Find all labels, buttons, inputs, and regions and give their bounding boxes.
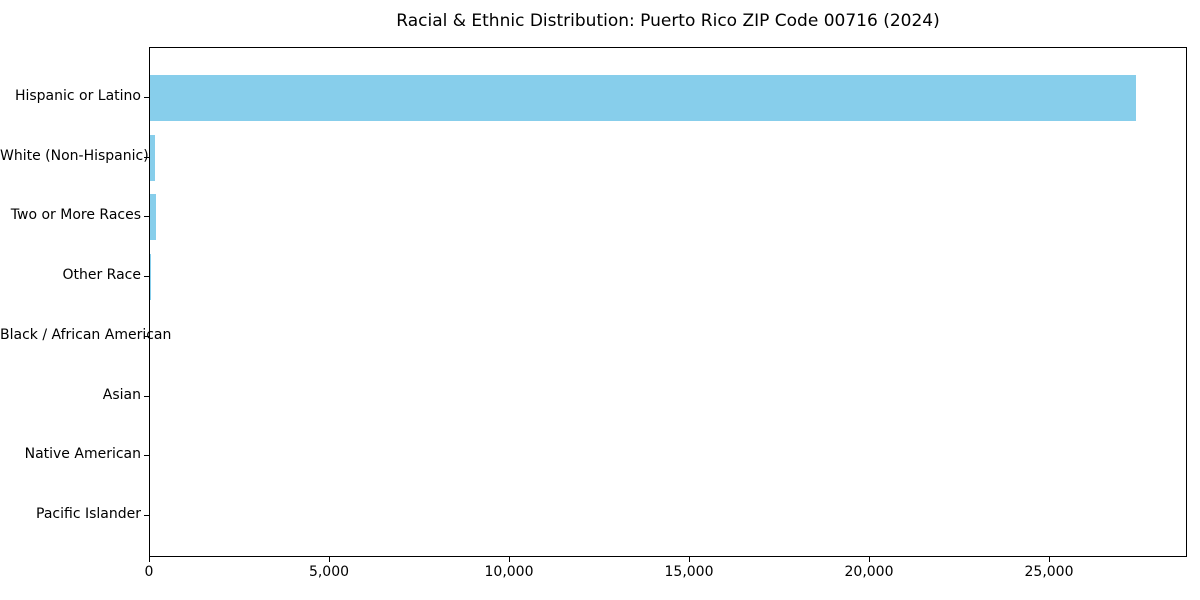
x-tick-label: 25,000 xyxy=(1024,564,1074,580)
x-tick-mark xyxy=(148,557,150,562)
y-tick-mark xyxy=(144,515,149,516)
x-tick-label: 0 xyxy=(144,564,154,580)
y-tick-label: Other Race xyxy=(62,267,141,284)
x-tick-mark xyxy=(508,557,510,562)
y-tick-label: Asian xyxy=(102,386,141,403)
y-tick-label: Native American xyxy=(24,446,141,463)
y-tick-label: Pacific Islander xyxy=(36,506,141,522)
bar-two-or-more-races xyxy=(150,194,156,241)
y-tick-label: Black / African American xyxy=(0,326,172,343)
x-tick-label: 5,000 xyxy=(308,564,350,580)
x-tick-mark xyxy=(688,557,690,562)
y-tick-mark xyxy=(144,216,149,218)
x-tick-label: 15,000 xyxy=(664,564,714,580)
bar-other-race xyxy=(150,254,151,301)
x-tick-mark xyxy=(868,557,870,562)
x-tick-mark xyxy=(328,557,330,562)
x-tick-label: 20,000 xyxy=(844,564,894,580)
chart-title: Racial & Ethnic Distribution: Puerto Ric… xyxy=(396,11,940,31)
bar-white-non-hispanic xyxy=(150,134,156,181)
y-tick-mark xyxy=(144,335,149,337)
y-tick-mark xyxy=(144,97,149,98)
plot-area xyxy=(149,47,1187,557)
y-tick-mark xyxy=(144,395,149,397)
y-tick-label: Two or More Races xyxy=(10,207,141,224)
y-tick-label: White (Non-Hispanic) xyxy=(0,147,149,164)
y-tick-mark xyxy=(144,156,149,158)
y-tick-mark xyxy=(144,455,149,457)
bar-hispanic-or-latino xyxy=(150,75,1137,121)
x-tick-label: 10,000 xyxy=(484,564,534,580)
y-tick-label: Hispanic or Latino xyxy=(14,88,141,104)
x-tick-mark xyxy=(1048,557,1050,562)
y-tick-mark xyxy=(144,276,149,278)
